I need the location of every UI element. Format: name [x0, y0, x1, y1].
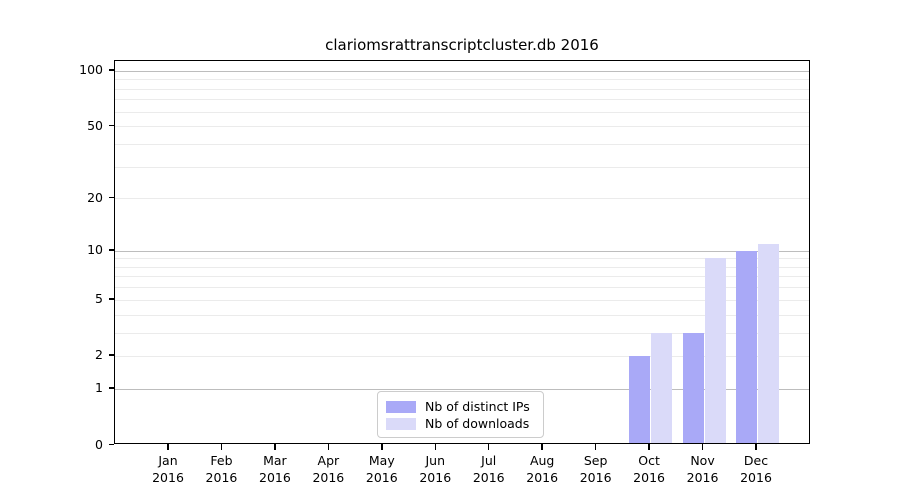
- x-tick-label-feb: Feb 2016: [189, 452, 253, 486]
- bar-distinct-ips-nov: [682, 332, 704, 443]
- x-tick-mark-jan: [167, 444, 169, 450]
- y-tick-mark-20: [109, 196, 114, 199]
- x-tick-label-oct: Oct 2016: [617, 452, 681, 486]
- minor-gridline-4: [115, 314, 809, 316]
- major-gridline-100: [115, 70, 809, 72]
- minor-gridline-5: [115, 299, 809, 301]
- y-tick-label-1: 1: [95, 380, 103, 396]
- y-tick-label-20: 20: [87, 189, 103, 205]
- minor-gridline-8: [115, 266, 809, 268]
- x-tick-label-year: 2016: [633, 470, 665, 485]
- x-tick-label-year: 2016: [152, 470, 184, 485]
- x-tick-label-month: Jul: [481, 453, 497, 468]
- major-gridline-1: [115, 388, 809, 390]
- minor-gridline-7: [115, 276, 809, 278]
- minor-gridline-90: [115, 79, 809, 81]
- x-tick-mark-nov: [701, 444, 704, 450]
- x-tick-label-month: Oct: [638, 453, 660, 468]
- x-tick-mark-dec: [755, 444, 757, 450]
- x-tick-label-month: Jun: [425, 453, 446, 468]
- x-tick-mark-oct: [648, 444, 650, 450]
- x-tick-label-may: May 2016: [350, 452, 414, 486]
- minor-gridline-30: [115, 166, 809, 168]
- x-tick-label-month: Feb: [210, 453, 233, 468]
- legend-label-distinct-ips: Nb of distinct IPs: [425, 399, 530, 414]
- x-tick-mark-jul: [487, 444, 490, 450]
- legend-swatch-distinct-ips: [386, 400, 416, 413]
- x-tick-mark-feb: [220, 444, 223, 450]
- minor-gridline-70: [115, 99, 809, 101]
- x-tick-label-nov: Nov 2016: [671, 452, 735, 486]
- x-tick-mark-apr: [327, 444, 330, 450]
- minor-gridline-80: [115, 88, 809, 90]
- bar-downloads-dec: [758, 243, 779, 443]
- y-tick-mark-50: [109, 124, 114, 127]
- x-tick-label-month: Apr: [317, 453, 340, 468]
- y-tick-label-5: 5: [95, 291, 103, 307]
- x-tick-label-month: Dec: [743, 453, 769, 468]
- y-tick-mark-2: [109, 354, 114, 356]
- chart-title: clariomsrattranscriptcluster.db 2016: [325, 36, 599, 54]
- y-tick-label-2: 2: [95, 347, 103, 363]
- y-tick-label-10: 10: [87, 242, 103, 258]
- x-tick-label-year: 2016: [472, 470, 505, 485]
- bar-distinct-ips-oct: [629, 355, 651, 443]
- y-tick-mark-10: [109, 249, 114, 251]
- y-tick-mark-0: [109, 443, 114, 445]
- x-tick-label-month: Jan: [158, 453, 178, 468]
- x-tick-mark-mar: [274, 444, 276, 450]
- x-tick-label-year: 2016: [205, 470, 238, 485]
- x-tick-label-year: 2016: [526, 470, 559, 485]
- y-tick-label-50: 50: [87, 117, 103, 133]
- y-tick-label-0: 0: [95, 436, 103, 452]
- bar-downloads-oct: [651, 332, 673, 443]
- x-tick-label-month: May: [368, 453, 395, 468]
- x-tick-label-jun: Jun 2016: [403, 452, 467, 486]
- x-tick-label-jul: Jul 2016: [457, 452, 521, 486]
- minor-gridline-3: [115, 332, 809, 334]
- x-tick-mark-may: [381, 444, 383, 450]
- y-tick-mark-100: [109, 69, 114, 71]
- minor-gridline-60: [115, 111, 809, 113]
- x-tick-label-month: Sep: [583, 453, 608, 468]
- x-tick-label-month: Mar: [263, 453, 287, 468]
- x-tick-label-month: Nov: [690, 453, 715, 468]
- minor-gridline-40: [115, 143, 809, 145]
- bar-distinct-ips-dec: [736, 250, 757, 443]
- minor-gridline-50: [115, 126, 809, 128]
- x-tick-label-apr: Apr 2016: [296, 452, 360, 486]
- legend-label-downloads: Nb of downloads: [425, 416, 530, 431]
- minor-gridline-2: [115, 355, 809, 357]
- major-gridline-10: [115, 250, 809, 252]
- x-tick-label-month: Aug: [529, 453, 555, 468]
- x-tick-label-year: 2016: [579, 470, 612, 485]
- y-tick-label-100: 100: [79, 62, 103, 78]
- x-tick-mark-sep: [594, 444, 597, 450]
- bar-downloads-nov: [704, 258, 726, 443]
- legend-item-distinct-ips: Nb of distinct IPs: [386, 399, 535, 414]
- x-tick-label-year: 2016: [419, 470, 452, 485]
- minor-gridline-6: [115, 287, 809, 289]
- x-tick-label-aug: Aug 2016: [510, 452, 574, 486]
- x-tick-label-year: 2016: [686, 470, 719, 485]
- x-tick-label-jan: Jan 2016: [136, 452, 200, 486]
- legend-swatch-downloads: [386, 417, 416, 430]
- minor-gridline-9: [115, 258, 809, 260]
- x-tick-label-year: 2016: [259, 470, 291, 485]
- x-tick-mark-aug: [541, 444, 543, 450]
- y-tick-mark-5: [109, 298, 114, 300]
- x-tick-label-year: 2016: [740, 470, 772, 485]
- x-tick-label-sep: Sep 2016: [564, 452, 628, 486]
- x-tick-label-year: 2016: [365, 470, 398, 485]
- legend-item-downloads: Nb of downloads: [386, 416, 535, 431]
- y-tick-mark-1: [109, 387, 114, 389]
- x-tick-label-year: 2016: [312, 470, 345, 485]
- minor-gridline-20: [115, 198, 809, 200]
- legend: Nb of distinct IPs Nb of downloads: [377, 391, 544, 438]
- x-tick-label-dec: Dec 2016: [724, 452, 788, 486]
- x-tick-mark-jun: [434, 444, 437, 450]
- x-tick-label-mar: Mar 2016: [243, 452, 307, 486]
- plot-area: [114, 60, 810, 444]
